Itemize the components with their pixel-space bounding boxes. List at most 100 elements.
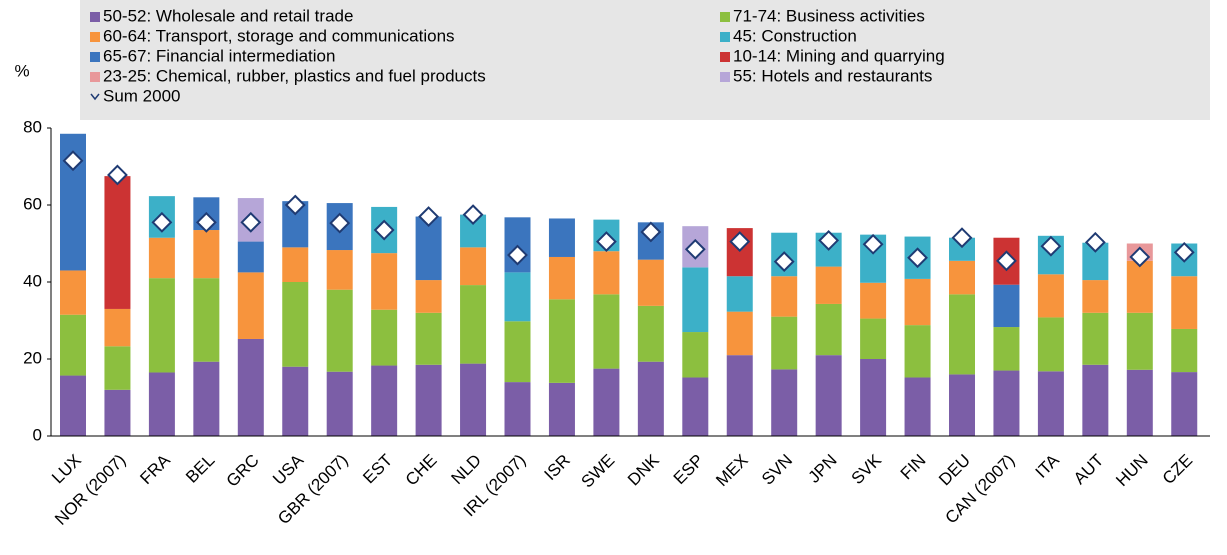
legend-box	[80, 0, 1210, 120]
bar-segment	[148, 372, 175, 436]
bar-segment	[1037, 274, 1064, 318]
bar-segment	[282, 247, 309, 282]
sum-marker	[684, 238, 706, 260]
legend-swatch	[720, 32, 730, 42]
sum-marker	[1040, 235, 1062, 257]
x-tick-label: BEL	[182, 451, 218, 487]
x-tick-label: MEX	[712, 451, 751, 490]
legend-label: 23-25: Chemical, rubber, plastics and fu…	[103, 66, 486, 85]
legend-label: 10-14: Mining and quarrying	[733, 46, 945, 65]
bar-segment	[104, 176, 131, 309]
bar-segment	[371, 309, 398, 366]
x-tick-label: SWE	[578, 451, 619, 492]
bar-segment	[637, 305, 664, 362]
x-tick-label: GRC	[223, 451, 263, 491]
bar-segment	[993, 284, 1020, 328]
x-tick-label: EST	[359, 451, 396, 488]
bar-segment	[726, 355, 753, 436]
sum-marker	[818, 230, 840, 251]
bar-segment	[371, 365, 398, 436]
sum-marker	[640, 221, 662, 243]
sum-marker	[418, 206, 440, 227]
sum-marker	[107, 164, 128, 186]
x-tick-label: JPN	[804, 451, 840, 487]
bar-segment	[904, 278, 931, 326]
bar-segment	[637, 361, 664, 436]
bar-segment	[548, 382, 575, 436]
bar-segment	[949, 374, 975, 436]
x-tick-label: NLD	[448, 451, 485, 488]
legend-swatch	[90, 12, 100, 22]
bar-segment	[193, 230, 220, 279]
sum-marker	[862, 233, 884, 255]
sum-marker	[996, 250, 1017, 272]
bar-segment	[282, 366, 309, 436]
bar-segment	[593, 294, 620, 369]
x-tick-label: DNK	[624, 450, 663, 489]
y-tick-label: 0	[33, 425, 42, 444]
bar-segment	[326, 371, 353, 436]
bar-segment	[148, 237, 175, 279]
y-tick-label: 60	[23, 194, 42, 213]
x-tick-label: FRA	[136, 450, 174, 488]
bar-segment	[771, 316, 798, 370]
bar-segment	[815, 355, 842, 436]
bar-segment	[860, 318, 887, 359]
bar-segment	[1126, 369, 1153, 436]
x-tick-label: SVK	[848, 450, 886, 488]
bar-segment	[504, 382, 531, 436]
sum-marker	[462, 204, 484, 226]
legend-swatch	[90, 72, 100, 82]
bar-segment	[1171, 328, 1198, 373]
bar-segment	[993, 370, 1020, 436]
x-tick-label: DEU	[935, 451, 974, 490]
bar-segment	[326, 289, 353, 372]
bar-segment	[60, 375, 86, 436]
sum-marker	[907, 247, 928, 269]
bar-segment	[949, 294, 975, 375]
y-tick-label: 80	[23, 117, 42, 136]
x-tick-label: CZE	[1159, 451, 1196, 488]
bar-segment	[1082, 312, 1109, 365]
sum-marker	[329, 212, 351, 234]
y-tick-label: 40	[23, 271, 42, 290]
sum-marker	[773, 251, 795, 273]
bar-segment	[237, 272, 264, 339]
bar-segment	[904, 325, 931, 378]
bar-segment	[682, 267, 709, 333]
sum-marker	[240, 211, 262, 233]
x-tick-label: HUN	[1112, 451, 1151, 490]
bar-segment	[415, 312, 442, 365]
bar-segment	[548, 218, 575, 257]
bar-segment	[60, 270, 86, 315]
bar-segment	[148, 278, 175, 373]
bar-segment	[104, 389, 131, 436]
bar-segment	[415, 216, 442, 281]
bar-segment	[771, 369, 798, 436]
bar-segment	[949, 237, 975, 261]
sum-marker	[507, 244, 528, 266]
bar-segment	[682, 377, 709, 436]
x-tick-label: ESP	[670, 451, 707, 488]
x-tick-label: FIN	[897, 451, 930, 484]
legend-swatch	[720, 72, 730, 82]
bar-segment	[548, 299, 575, 383]
legend-swatch	[720, 52, 730, 62]
legend-swatch	[90, 32, 100, 42]
bar-segment	[193, 361, 220, 436]
x-tick-label: AUT	[1070, 451, 1107, 488]
bar-segment	[504, 272, 531, 322]
sum-marker	[62, 150, 84, 172]
bar-segment	[326, 250, 353, 290]
bar-segment	[371, 253, 398, 310]
x-tick-label: USA	[269, 450, 308, 489]
x-tick-label: SVN	[758, 451, 796, 489]
bar-segment	[460, 285, 487, 364]
bar-segment	[726, 311, 753, 356]
bar-segment	[1037, 317, 1064, 372]
bar-segment	[504, 321, 531, 383]
bar-segment	[237, 338, 264, 436]
bar-segment	[593, 368, 620, 436]
bar-segment	[460, 247, 487, 286]
